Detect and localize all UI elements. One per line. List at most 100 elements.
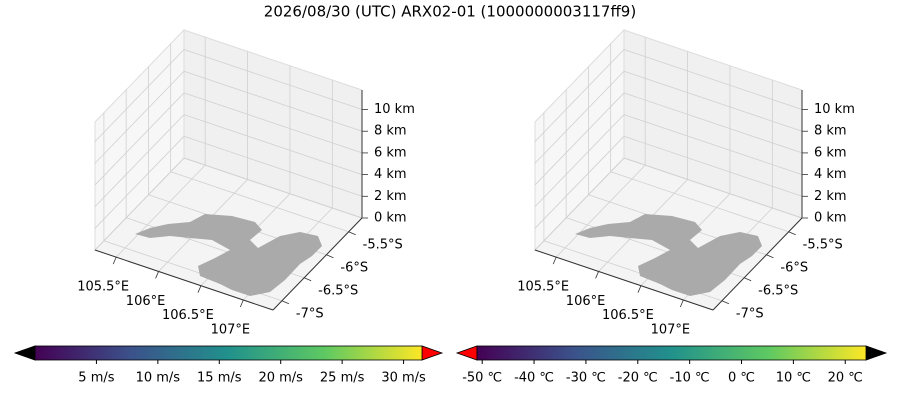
grid-line: [534, 157, 625, 251]
tick-mark: [766, 254, 774, 259]
z-tick-label: 10 km: [374, 102, 415, 117]
y-tick-label: -5.5°S: [803, 237, 843, 252]
grid-line: [534, 49, 625, 142]
grid-line: [534, 136, 625, 229]
x-tick-label: 105.5°E: [77, 280, 129, 295]
z-tick-label: 8 km: [374, 124, 407, 139]
colorbar-tick-label: -50 ℃: [462, 371, 502, 386]
colorbar-tick-label: 5 m/s: [78, 371, 114, 386]
tick-mark: [326, 254, 334, 259]
x-tick-label: 107°E: [211, 323, 251, 338]
grid-line: [623, 49, 803, 110]
colorbar: -50 ℃ -40 ℃ -30 ℃ -20 ℃ -10 ℃ 0 ℃ 10 ℃ 20 ℃: [455, 345, 888, 386]
tick-mark: [112, 256, 117, 265]
grid-line: [623, 157, 803, 219]
grid-line: [623, 70, 803, 132]
x-tick-label: 105.5°E: [517, 280, 569, 295]
z-tick-label: 0 km: [374, 211, 407, 226]
tick-mark: [281, 300, 290, 305]
tick-mark: [721, 300, 730, 305]
y-tick-label: -6.5°S: [758, 283, 798, 298]
z-tick-label: 2 km: [374, 189, 407, 204]
z-tick-label: 2 km: [814, 189, 847, 204]
extend-low: [455, 345, 478, 361]
colorbar-tick-label: -10 ℃: [670, 371, 710, 386]
colorbar-tick-label: 10 ℃: [776, 371, 811, 386]
z-tick-label: 6 km: [374, 145, 407, 160]
y-tick-label: -7°S: [736, 306, 764, 321]
grid-line: [115, 164, 206, 258]
colorbar-tick-label: -30 ℃: [566, 371, 606, 386]
tick-mark: [303, 277, 312, 282]
tick-mark: [197, 285, 202, 293]
tick-mark: [743, 277, 752, 282]
colorbar: 5 m/s 10 m/s 15 m/s 20 m/s 25 m/s 30 m/s: [13, 345, 444, 386]
x-axis: [534, 249, 714, 311]
z-tick-label: 4 km: [374, 167, 407, 182]
figure-title: 2026/08/30 (UTC) ARX02-01 (1000000003117…: [264, 3, 636, 21]
grid-line: [555, 164, 646, 258]
grid-line: [183, 114, 363, 175]
grid-line: [94, 136, 185, 229]
y-tick-label: -5.5°S: [363, 237, 403, 252]
grid-line: [623, 135, 803, 197]
x-axis: [94, 249, 274, 311]
tick-mark: [348, 231, 356, 236]
colorbar-tick-label: -20 ℃: [618, 371, 658, 386]
extend-high: [421, 345, 444, 361]
tick-mark: [637, 285, 642, 293]
tick-mark: [679, 299, 684, 308]
grid-line: [94, 92, 185, 186]
grid-line: [94, 157, 185, 251]
x-tick-label: 106.5°E: [162, 308, 214, 323]
colorbar-body: [476, 345, 867, 361]
z-tick-label: 10 km: [814, 102, 855, 117]
y-axis: [272, 217, 363, 311]
colorbar-tick-label: -40 ℃: [514, 371, 554, 386]
grid-line: [183, 92, 363, 154]
extend-low: [13, 345, 36, 361]
x-tick-label: 106°E: [566, 294, 606, 309]
grid-line: [170, 171, 349, 233]
colorbar-body: [34, 345, 423, 361]
tick-mark: [788, 231, 796, 236]
tick-mark: [595, 271, 599, 279]
z-tick-label: 0 km: [814, 211, 847, 226]
colorbar-tick-label: 25 m/s: [320, 371, 365, 386]
x-tick-label: 107°E: [651, 323, 691, 338]
colorbar-tick-label: 20 ℃: [828, 371, 863, 386]
colorbar-tick-label: 30 m/s: [381, 371, 426, 386]
grid-line: [610, 171, 789, 233]
grid-line: [534, 92, 625, 186]
y-tick-label: -6.5°S: [318, 283, 358, 298]
colorbar-tick-label: 20 m/s: [258, 371, 303, 386]
grid-line: [183, 157, 363, 219]
tick-mark: [155, 271, 159, 279]
grid-line: [623, 114, 803, 175]
grid-line: [183, 49, 363, 110]
grid-line: [183, 135, 363, 197]
grid-line: [534, 114, 625, 207]
tick-mark: [239, 299, 244, 308]
y-tick-label: -6°S: [780, 260, 808, 275]
colorbar-tick-label: 10 m/s: [136, 371, 181, 386]
z-tick-label: 8 km: [814, 124, 847, 139]
grid-line: [94, 70, 185, 164]
grid-line: [94, 49, 185, 142]
x-tick-label: 106.5°E: [602, 308, 654, 323]
x-tick-label: 106°E: [126, 294, 166, 309]
tick-mark: [552, 256, 557, 265]
z-tick-label: 4 km: [814, 167, 847, 182]
colorbar-tick-label: 0 ℃: [728, 371, 755, 386]
grid-line: [623, 92, 803, 154]
grid-line: [183, 70, 363, 132]
y-tick-label: -7°S: [296, 306, 324, 321]
colorbar-tick-label: 15 m/s: [197, 371, 242, 386]
grid-line: [534, 70, 625, 164]
extend-high: [865, 345, 888, 361]
z-tick-label: 6 km: [814, 145, 847, 160]
y-axis: [712, 217, 803, 311]
